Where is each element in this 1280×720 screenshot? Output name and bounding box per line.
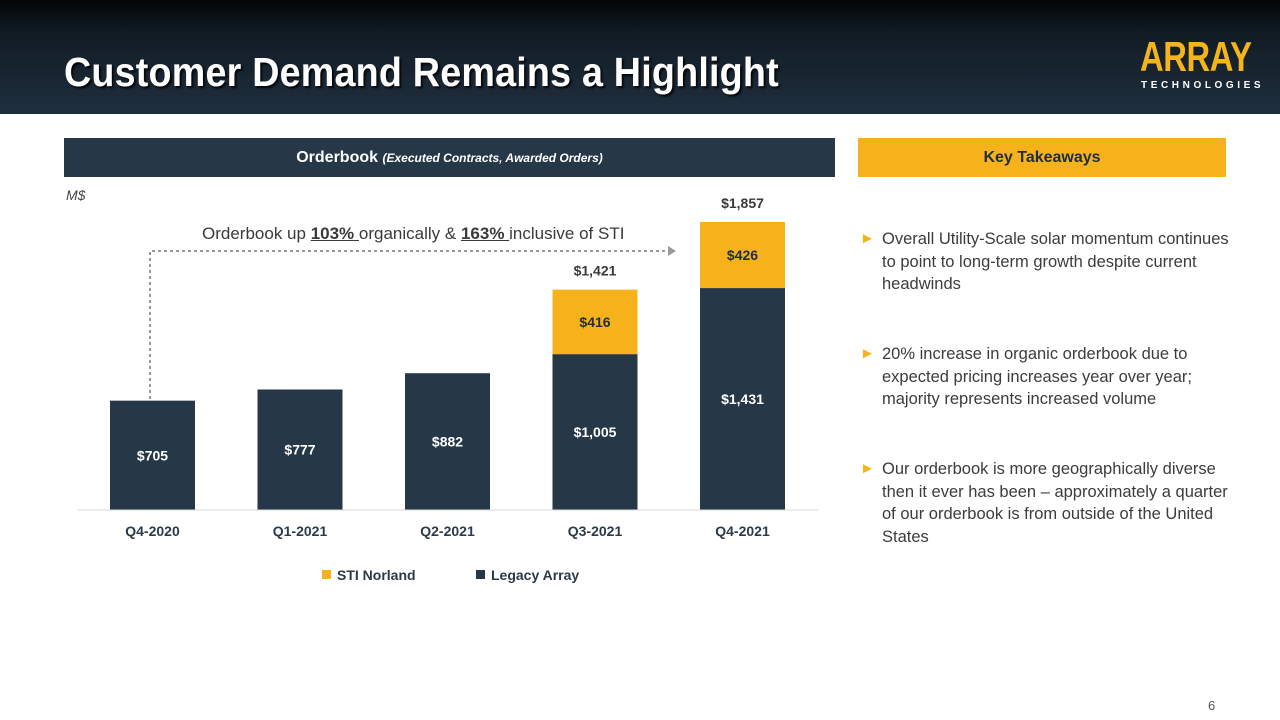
orderbook-chart: $705 Q4-2020 $777 Q1-2021 $882 Q2-2021 $1,005 $… <box>78 195 818 539</box>
legend-swatch-legacy-array <box>476 570 485 579</box>
takeaway-item: ► 20% increase in organic orderbook due … <box>860 343 1230 411</box>
takeaway-text: 20% increase in organic orderbook due to… <box>882 345 1192 408</box>
bar-value-label: $882 <box>432 434 463 450</box>
x-tick-label: Q2-2021 <box>420 523 475 539</box>
x-tick-label: Q4-2021 <box>715 523 770 539</box>
chart-panel-header: Orderbook (Executed Contracts, Awarded O… <box>64 138 835 177</box>
bar-value-label: $1,431 <box>721 391 764 407</box>
growth-annotation: Orderbook up 103% organically & 163% inc… <box>202 224 624 244</box>
x-tick-label: Q1-2021 <box>273 523 328 539</box>
takeaway-item: ► Overall Utility-Scale solar momentum c… <box>860 228 1230 296</box>
takeaway-item: ► Our orderbook is more geographically d… <box>860 458 1230 548</box>
annotation-text-3: inclusive of STI <box>509 224 625 243</box>
annotation-text-2: organically & <box>358 224 461 243</box>
bar-segment-sti-norland <box>700 222 785 289</box>
bar-segment-sti-norland <box>552 289 638 355</box>
growth-arrow-head <box>668 246 676 256</box>
bar-value-label: $777 <box>284 442 315 458</box>
bar-segment-legacy-array <box>405 373 490 510</box>
legend-swatch-sti-norland <box>322 570 331 579</box>
annotation-organic-pct: 103% <box>310 224 359 243</box>
legend-label-legacy-array: Legacy Array <box>491 567 580 583</box>
bar-value-label: $416 <box>579 314 610 330</box>
bar-total-label: $1,421 <box>574 263 617 279</box>
key-takeaways-header: Key Takeaways <box>858 138 1226 177</box>
array-technologies-logo: ARRAY TECHNOLOGIES <box>1140 33 1261 96</box>
chart-unit-label: M$ <box>66 187 86 203</box>
takeaway-text: Our orderbook is more geographically div… <box>882 460 1228 546</box>
page-title: Customer Demand Remains a Highlight <box>64 49 779 95</box>
logo-subtitle: TECHNOLOGIES <box>1141 80 1265 91</box>
logo-wordmark: ARRAY <box>1140 33 1252 80</box>
annotation-inclusive-pct: 163% <box>460 224 510 243</box>
legend-item-legacy-array: Legacy Array <box>476 567 579 583</box>
bar-value-label: $426 <box>727 247 758 263</box>
bullet-arrow-icon: ► <box>860 230 875 247</box>
x-tick-label: Q4-2020 <box>125 523 180 539</box>
chart-subtitle: (Executed Contracts, Awarded Orders) <box>382 151 603 165</box>
takeaway-text: Overall Utility-Scale solar momentum con… <box>882 230 1229 293</box>
legend-label-sti-norland: STI Norland <box>337 567 416 583</box>
bullet-arrow-icon: ► <box>860 460 875 477</box>
annotation-text-1: Orderbook up <box>202 224 311 243</box>
bar-segment-legacy-array <box>257 389 343 510</box>
legend-item-sti-norland: STI Norland <box>322 567 416 583</box>
bullet-arrow-icon: ► <box>860 345 875 362</box>
chart-title: Orderbook <box>296 149 379 166</box>
x-tick-label: Q3-2021 <box>568 523 623 539</box>
page-number: 6 <box>1208 698 1216 713</box>
title-bar: Customer Demand Remains a Highlight ARRA… <box>0 0 1280 114</box>
bar-segment-legacy-array <box>552 354 638 510</box>
bar-segment-legacy-array <box>110 400 195 510</box>
growth-arrow-connector <box>149 250 668 399</box>
bar-value-label: $705 <box>137 447 168 463</box>
bar-value-label: $1,005 <box>574 424 617 440</box>
bar-segment-legacy-array <box>700 288 785 510</box>
bar-total-label: $1,857 <box>721 195 764 211</box>
